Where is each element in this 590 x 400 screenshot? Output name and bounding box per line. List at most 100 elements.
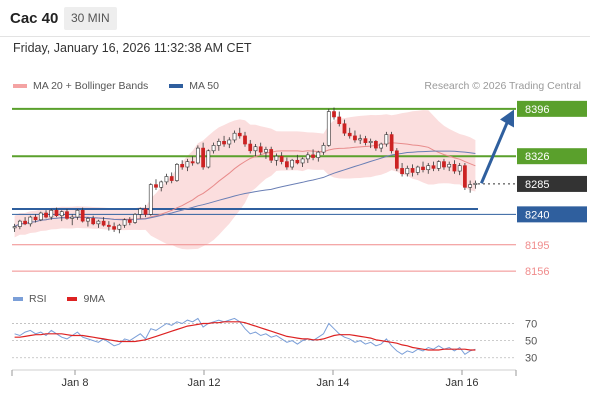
bollinger-swatch [13,84,27,89]
legend-bollinger-label: MA 20 + Bollinger Bands [33,80,149,92]
candle-body [143,208,148,215]
candle-body [96,220,101,225]
candle-body [44,212,48,218]
legend-bollinger: MA 20 + Bollinger Bands [13,80,148,92]
rsi-panel: 70 50 30 [12,317,537,365]
candle-body [106,224,111,227]
candle-body [65,211,69,219]
candle-body [400,168,404,175]
candle-body [457,165,462,172]
candle-body [353,135,357,141]
candle-body [86,218,90,222]
candle-body [337,116,342,125]
candle-body [243,135,247,145]
bollinger-band-layer [14,110,476,250]
level-labels-layer: 8396 8326 8285 8240 8195 8156 [517,100,587,278]
levels-layer [12,107,516,272]
candle-body [415,166,420,173]
bollinger-band [14,110,476,250]
candle-body [17,220,22,227]
candle-body [326,111,331,146]
candle-body [216,141,221,146]
candle-body [117,224,122,230]
legend-rsi-ma-label: 9MA [83,293,106,305]
level-label-8156: 8156 [525,266,549,278]
candle-body [190,161,195,164]
level-label-bg-8240 [517,206,587,223]
candle-body [442,161,446,168]
candle-body [358,138,363,141]
candle-body [101,220,106,226]
candle-body [248,143,253,152]
time-label: Jan 14 [316,377,349,389]
rsi-ma-swatch [67,297,78,302]
candle-body [185,161,190,168]
candle-body [80,210,85,222]
projection-arrow-shaft [480,119,510,184]
candle-body [70,216,75,219]
level-label-8396: 8396 [525,104,549,116]
candle-body [258,146,263,153]
rsi-line [14,317,476,355]
level-label-bg-8285 [517,175,587,192]
time-label: Jan 8 [62,377,89,389]
candle-body [285,161,289,168]
rsi-legend: RSI 9MA [13,293,123,305]
rsi-swatch [13,297,23,302]
candle-body [211,145,216,152]
candle-body [452,164,457,172]
candle-body [180,164,185,168]
main-legend: MA 20 + Bollinger Bands MA 50 [13,80,237,92]
rsi-ma-line [14,321,476,351]
candle-body [49,210,54,218]
candle-body [431,165,436,169]
candle-body [311,154,315,158]
credit-text: Research © 2026 Trading Central [424,80,581,92]
rsi-tick-30: 30 [525,353,537,365]
candle-body [463,165,467,188]
candles-layer [12,107,478,234]
candle-body [342,123,347,134]
level-label-8195: 8195 [525,240,549,252]
level-label-8326: 8326 [525,151,549,163]
candle-body [206,150,211,168]
top-bar: Cac 40 30 MIN [0,0,590,37]
datetime-label: Friday, January 16, 2026 11:32:38 AM CET [13,41,252,55]
candle-body [38,212,43,221]
candle-body [127,219,132,223]
candle-body [33,216,38,221]
rsi-tick-50: 50 [525,336,537,348]
ma50-swatch [169,84,184,89]
candle-body [59,211,64,217]
candle-body [253,146,258,152]
projection-arrow-head [500,109,514,128]
candle-body [389,134,394,152]
projection-arrow-layer [480,109,514,184]
candle-body [410,168,415,173]
candle-body [290,159,294,168]
candle-body [237,132,242,137]
level-label-bg-8396 [517,100,587,117]
candle-body [164,176,169,183]
legend-ma50: MA 50 [169,80,219,92]
candle-body [196,147,200,164]
candle-body [374,141,378,149]
candle-body [28,216,33,225]
candle-body [91,218,96,225]
rsi-tick-70: 70 [525,319,537,331]
level-label-8240: 8240 [525,209,549,221]
symbol-title: Cac 40 [10,10,59,27]
candle-body [264,149,268,153]
time-label: Jan 16 [445,377,478,389]
timeframe-button[interactable]: 30 MIN [64,7,117,30]
candle-body [321,145,326,153]
candle-body [75,210,80,218]
candle-body [232,132,237,141]
level-label-bg-8326 [517,148,587,165]
candle-body [421,166,425,171]
candle-body [332,111,336,118]
legend-ma50-label: MA 50 [189,80,219,92]
candle-body [274,155,279,161]
time-axis: Jan 8 Jan 12 Jan 14 Jan 16 [11,369,517,389]
